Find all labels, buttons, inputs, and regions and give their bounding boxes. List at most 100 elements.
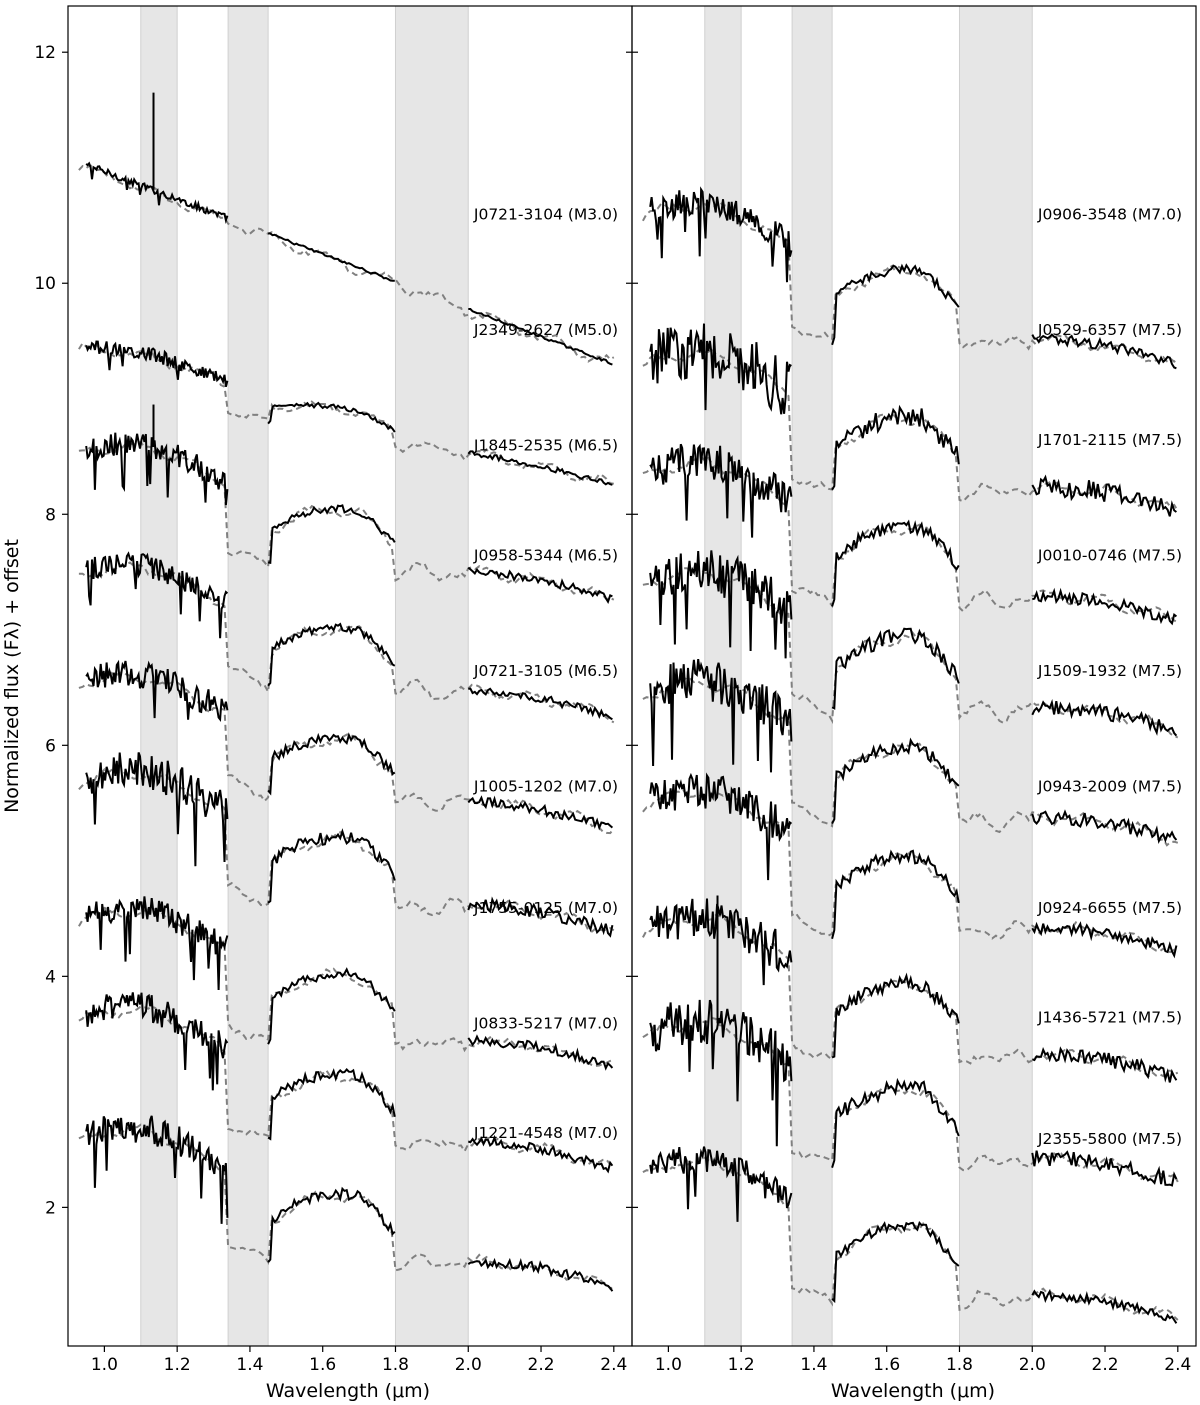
spectrum-label: J0721-3104 (M3.0) — [473, 206, 618, 224]
observed-line-seg-1 — [267, 401, 396, 433]
observed-line-seg-1 — [831, 519, 960, 607]
observed-line-seg-0 — [85, 161, 229, 224]
observed-line-seg-1 — [831, 1220, 960, 1304]
observed-line-seg-1 — [267, 504, 396, 564]
spectrum-1: J0529-6357 (M7.5) — [642, 321, 1182, 517]
y-axis-label: Normalized flux (Fλ) + offset — [1, 539, 23, 813]
spectrum-7: J0833-5217 (M7.0) — [78, 992, 618, 1174]
observed-line-seg-1 — [267, 967, 396, 1045]
observed-line-seg-2 — [467, 1257, 614, 1292]
shaded-band-1 — [227, 5, 269, 1347]
spectrum-label: J0924-6655 (M7.5) — [1037, 899, 1182, 917]
spectrum-label: J1845-2535 (M6.5) — [473, 437, 618, 455]
observed-line-seg-2 — [1031, 474, 1177, 517]
x-tick-label: 2.0 — [1019, 1355, 1046, 1375]
spectrum-label: J0833-5217 (M7.0) — [473, 1014, 618, 1032]
x-tick-label: 2.4 — [600, 1355, 627, 1375]
spectrum-3: J0958-5344 (M6.5) — [78, 546, 618, 724]
spectrum-label: J1701-2115 (M7.5) — [1037, 431, 1182, 449]
x-tick-label: 1.8 — [382, 1355, 409, 1375]
observed-line-seg-0 — [649, 186, 793, 283]
spectrum-6: J1755-0125 (M7.0) — [78, 896, 618, 1071]
observed-line-seg-2 — [467, 1134, 614, 1174]
model-line — [78, 1005, 615, 1168]
observed-line-seg-1 — [831, 404, 960, 491]
observed-line-seg-2 — [1031, 333, 1177, 370]
spectrum-3: J0010-0746 (M7.5) — [642, 546, 1182, 739]
left-panel: J0721-3104 (M3.0) J2349-2627 (M5.0) J1845-… — [67, 5, 633, 1375]
observed-line-seg-0 — [85, 340, 229, 387]
spectrum-0: J0906-3548 (M7.0) — [642, 186, 1182, 370]
observed-line-seg-2 — [1031, 699, 1178, 737]
x-axis-label-right: Wavelength (μm) — [831, 1380, 995, 1402]
observed-line-seg-0 — [85, 551, 229, 639]
observed-line-seg-0 — [85, 659, 229, 723]
observed-line-seg-2 — [1032, 587, 1178, 626]
spectrum-label: J1755-0125 (M7.0) — [473, 899, 618, 917]
model-line — [78, 561, 615, 724]
spectrum-label: J0010-0746 (M7.5) — [1037, 546, 1182, 564]
observed-line-seg-0 — [85, 1115, 229, 1224]
observed-line-seg-0 — [649, 658, 793, 773]
x-tick-label: 2.0 — [455, 1355, 482, 1375]
spectrum-label: J1509-1932 (M7.5) — [1037, 662, 1182, 680]
spectrum-6: J0924-6655 (M7.5) — [642, 898, 1182, 1083]
observed-line-seg-1 — [267, 732, 396, 796]
observed-line-seg-0 — [85, 752, 229, 867]
observed-line-seg-0 — [649, 1146, 793, 1222]
spectrum-7: J1436-5721 (M7.5) — [642, 895, 1182, 1187]
model-line — [78, 1123, 615, 1291]
observed-line-seg-2 — [1031, 921, 1178, 959]
spectrum-1: J2349-2627 (M5.0) — [78, 321, 618, 486]
spectrum-2: J1845-2535 (M6.5) — [78, 404, 618, 605]
x-tick-label: 1.6 — [873, 1355, 900, 1375]
model-line — [642, 914, 1179, 1078]
x-tick-label: 1.6 — [309, 1355, 336, 1375]
y-tick-label: 10 — [34, 274, 56, 294]
x-tick-label: 1.0 — [91, 1355, 118, 1375]
spectrum-2: J1701-2115 (M7.5) — [642, 431, 1182, 626]
shaded-band-2 — [958, 5, 1033, 1347]
observed-line-seg-2 — [468, 308, 613, 366]
spectrum-label: J0943-2009 (M7.5) — [1037, 778, 1182, 796]
observed-line-seg-1 — [831, 737, 960, 825]
observed-line-seg-2 — [1031, 1288, 1178, 1324]
y-tick-label: 2 — [45, 1198, 56, 1218]
spectrum-label: J2349-2627 (M5.0) — [473, 321, 618, 339]
x-axis-label-left: Wavelength (μm) — [266, 1380, 430, 1402]
x-tick-label: 1.2 — [164, 1355, 191, 1375]
spectrum-4: J0721-3105 (M6.5) — [78, 659, 618, 835]
spectrum-label: J0529-6357 (M7.5) — [1037, 321, 1182, 339]
y-axis: 2 4 6 8 10 12 — [34, 43, 638, 1218]
observed-line-seg-1 — [831, 849, 960, 940]
observed-line-seg-0 — [649, 323, 792, 415]
spectrum-8: J2355-5800 (M7.5) — [642, 1130, 1182, 1324]
model-line — [78, 906, 615, 1067]
observed-line-seg-0 — [649, 898, 793, 986]
spectrum-label: J0721-3105 (M6.5) — [473, 662, 618, 680]
spectrum-label: J1005-1202 (M7.0) — [473, 778, 618, 796]
y-tick-label: 8 — [45, 505, 56, 525]
x-tick-label: 2.2 — [528, 1355, 555, 1375]
x-tick-label: 1.0 — [655, 1355, 682, 1375]
observed-line-seg-0 — [649, 999, 793, 1147]
x-tick-label: 1.8 — [946, 1355, 973, 1375]
observed-line-seg-2 — [467, 1034, 614, 1071]
spectrum-label: J1221-4548 (M7.0) — [473, 1124, 618, 1142]
observed-line-seg-1 — [831, 263, 960, 346]
observed-line-seg-1 — [267, 1186, 396, 1263]
observed-line-seg-2 — [1031, 1046, 1178, 1083]
observed-line-seg-0 — [85, 992, 229, 1091]
right-panel: J0906-3548 (M7.0) J0529-6357 (M7.5) J1701-… — [631, 5, 1197, 1375]
model-line — [78, 164, 615, 363]
observed-line-seg-1 — [267, 622, 396, 687]
x-tick-label: 2.4 — [1164, 1355, 1191, 1375]
observed-line-seg-2 — [467, 566, 613, 605]
observed-line-seg-0 — [649, 772, 793, 881]
y-tick-label: 12 — [34, 43, 56, 63]
spectrum-label: J1436-5721 (M7.5) — [1037, 1009, 1182, 1027]
spectrum-0: J0721-3104 (M3.0) — [78, 92, 618, 366]
observed-line-seg-2 — [1031, 1150, 1178, 1187]
spectrum-8: J1221-4548 (M7.0) — [78, 1115, 618, 1292]
